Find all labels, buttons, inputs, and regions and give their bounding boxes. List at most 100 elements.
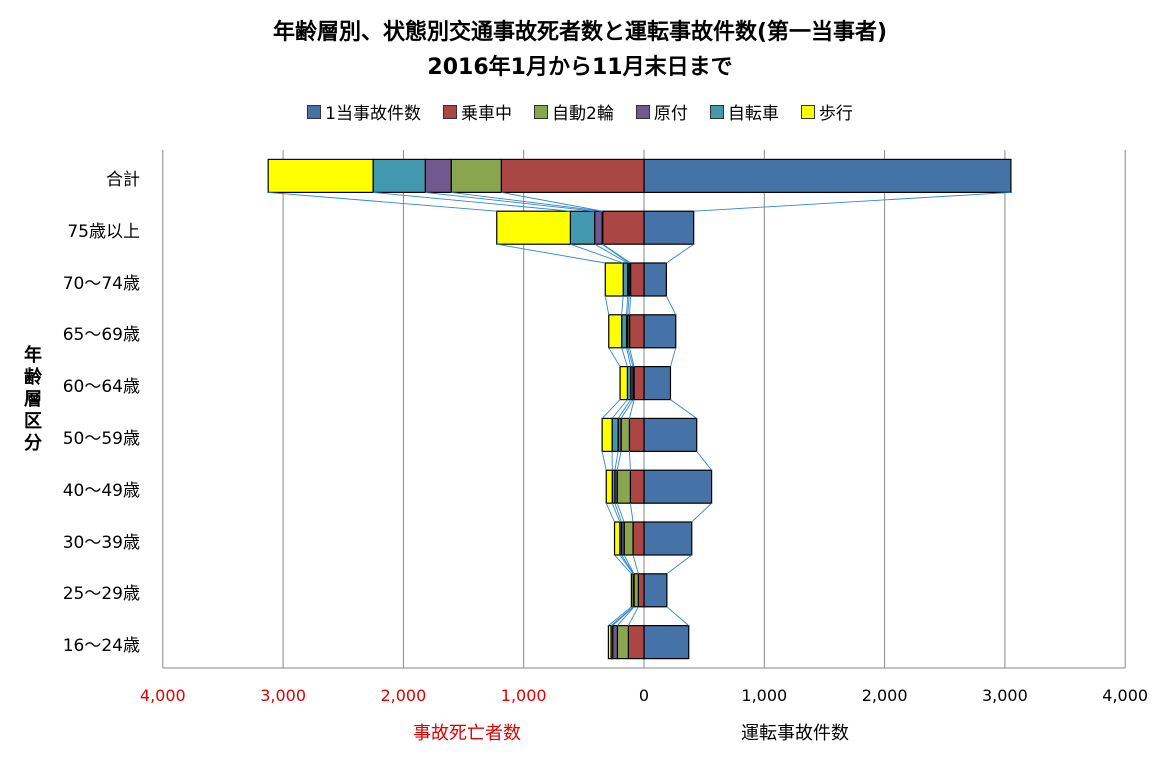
legend-swatch: [307, 104, 322, 119]
x-tick-label: 3,000: [260, 686, 306, 705]
series-connector-line: [693, 191, 1011, 212]
bar-accidents: [643, 417, 698, 452]
legend: 1当事故件数 乗車中 自動2輪 原付 自転車 歩行: [0, 99, 1160, 124]
chart-title-line1: 年齢層別、状態別交通事故死者数と運転事故件数(第一当事者): [272, 20, 888, 45]
legend-item: 自動2輪: [534, 99, 614, 124]
x-tick-label: 1,000: [500, 686, 547, 705]
bar-deaths: [630, 573, 634, 608]
category-label: 16～24歳: [62, 636, 140, 657]
legend-swatch: [534, 104, 548, 119]
chart-title-line2: 2016年1月から11月末日まで: [427, 55, 733, 80]
legend-swatch: [709, 104, 724, 119]
x-tick-label: 4,000: [1102, 686, 1149, 705]
series-connector-line: [608, 606, 632, 626]
bar-deaths: [628, 314, 645, 349]
bar-deaths: [569, 210, 596, 245]
bar-deaths: [621, 314, 628, 349]
bar-accidents: [643, 158, 1012, 193]
bar-deaths: [637, 573, 645, 608]
series-connector-line: [623, 554, 635, 575]
bar-deaths: [616, 624, 629, 660]
series-connector-line: [611, 399, 628, 419]
bar-accidents: [643, 521, 693, 556]
bar-deaths: [607, 624, 612, 660]
legend-item: 歩行: [800, 99, 853, 124]
legend-item: 原付: [635, 99, 688, 124]
series-connector-line: [616, 451, 622, 471]
legend-swatch: [800, 104, 815, 119]
bar-deaths: [623, 521, 634, 556]
bar-deaths: [424, 158, 452, 193]
series-connector-line: [621, 554, 634, 575]
series-connector-line: [614, 554, 632, 575]
series-connector-line: [629, 503, 634, 523]
category-label: 合計: [106, 169, 140, 190]
bar-deaths: [500, 158, 645, 193]
legend-label: 乗車中: [461, 104, 512, 124]
series-connector-line: [570, 243, 624, 264]
series-connector-line: [496, 243, 606, 264]
category-label: 70～74歳: [62, 273, 140, 294]
bar-deaths: [632, 521, 645, 556]
series-connector-line: [670, 347, 677, 367]
y-axis-title: 年齢層区分: [24, 345, 42, 454]
series-connector-line: [610, 606, 634, 626]
legend-label: 自転車: [727, 104, 779, 124]
bar-deaths: [604, 262, 624, 297]
x-tick-label: 2,000: [861, 686, 908, 705]
bar-deaths: [608, 314, 623, 349]
bar-accidents: [643, 262, 667, 297]
series-connector-line: [627, 295, 630, 315]
bar-deaths: [628, 417, 645, 452]
bar-deaths: [611, 417, 619, 452]
series-connector-line: [627, 606, 639, 626]
series-connector-line: [665, 295, 677, 316]
bar-deaths: [620, 417, 631, 452]
category-label: 30～39歳: [62, 532, 140, 553]
bar-deaths: [622, 262, 629, 297]
category-label: 65～69歳: [62, 325, 140, 346]
bar-deaths: [629, 262, 645, 297]
series-connector-line: [666, 606, 690, 626]
series-connector-line: [629, 399, 635, 419]
series-connector-line: [425, 191, 595, 212]
series-connector-line: [628, 451, 631, 471]
series-connector-line: [621, 295, 624, 315]
series-connector-line: [611, 503, 621, 523]
series-connector-line: [619, 554, 634, 575]
x-axis-title-left: 事故死亡者数: [413, 723, 521, 744]
legend-label: 歩行: [818, 104, 853, 124]
bar-deaths: [633, 366, 645, 401]
series-connector-line: [666, 554, 693, 575]
series-connector-line: [626, 295, 629, 315]
x-tick-label: 3,000: [981, 686, 1028, 705]
bar-deaths: [616, 469, 632, 504]
series-connector-line: [626, 347, 632, 367]
legend-label: 自動2輪: [552, 104, 614, 124]
bar-deaths: [602, 210, 645, 245]
legend-item: 乗車中: [443, 99, 512, 124]
bar-deaths: [627, 624, 645, 660]
series-connector-line: [594, 243, 628, 264]
bar-deaths: [594, 210, 603, 245]
bar-deaths: [613, 521, 621, 556]
bar-deaths: [633, 573, 639, 608]
series-connector-line: [373, 191, 571, 212]
bar-accidents: [643, 366, 672, 401]
series-connector-line: [621, 347, 628, 367]
bar-deaths: [496, 210, 571, 245]
bar-deaths: [619, 366, 628, 401]
series-connector-line: [620, 399, 634, 419]
bar-deaths: [372, 158, 426, 193]
series-connector-line: [604, 295, 610, 315]
legend-item: 自転車: [709, 99, 779, 124]
bar-deaths: [612, 624, 619, 660]
bar-deaths: [605, 469, 613, 504]
series-connector-line: [632, 554, 639, 574]
bar-deaths: [267, 158, 374, 193]
category-label: 75歳以上: [67, 221, 140, 242]
series-connector-line: [608, 347, 621, 367]
legend-item: 1当事故件数: [307, 99, 421, 124]
series-connector-line: [451, 191, 603, 212]
